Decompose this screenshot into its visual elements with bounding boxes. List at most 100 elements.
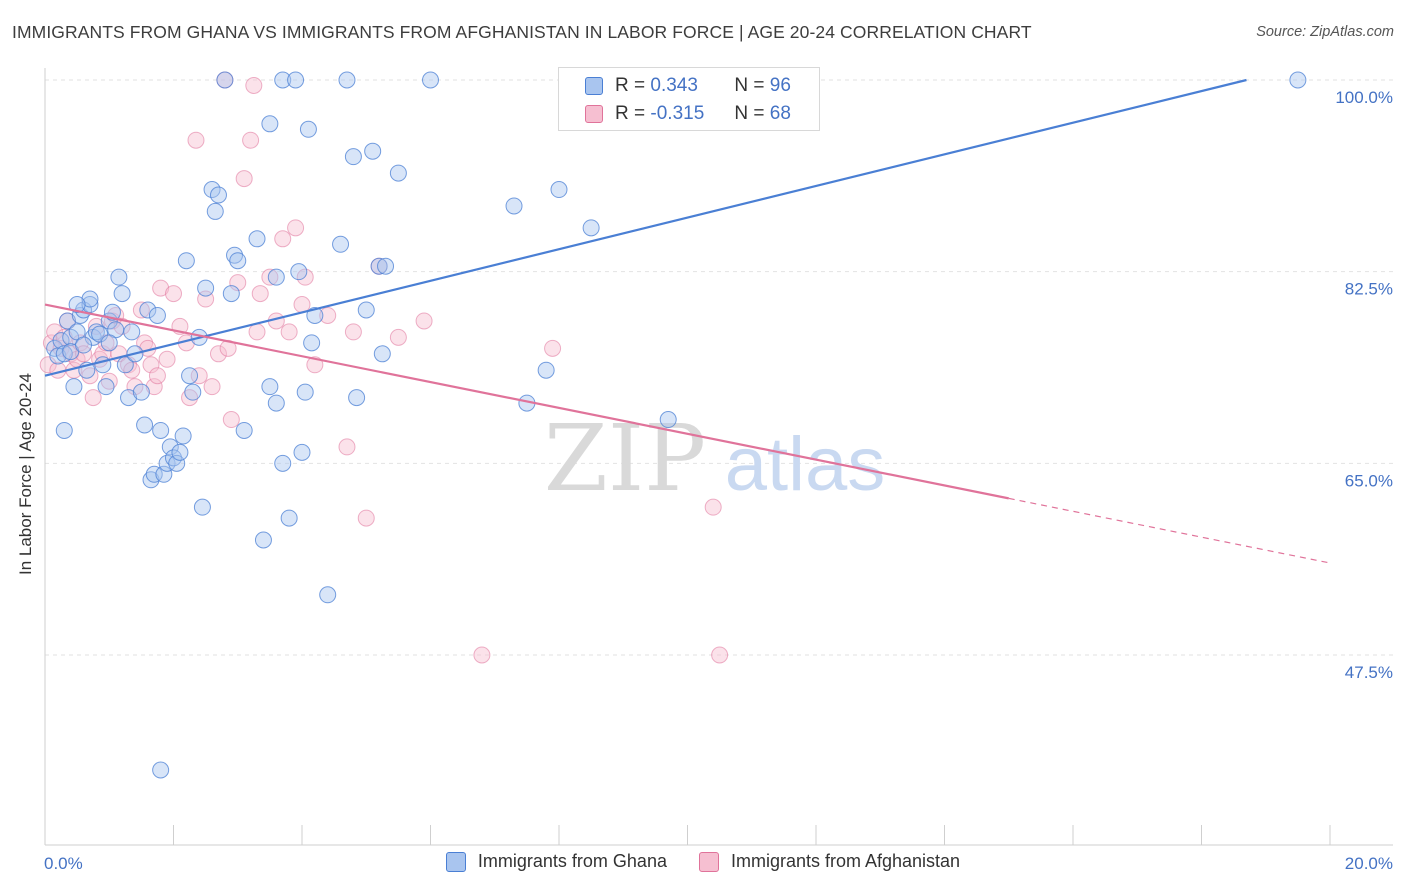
ghana-point	[290, 263, 308, 281]
afghanistan-point	[344, 323, 362, 341]
legend-row-afghanistan: R = -0.315 N = 68	[585, 101, 791, 127]
ghana-point	[370, 257, 388, 275]
afghanistan-point	[145, 378, 163, 396]
r-value: -0.315	[650, 103, 705, 124]
afghanistan-point	[165, 285, 182, 303]
ghana-point	[120, 389, 138, 407]
legend-item-ghana: Immigrants from Ghana	[445, 851, 667, 872]
ghana-point	[65, 378, 83, 396]
ghana-point	[319, 586, 337, 604]
afghanistan-point	[142, 356, 160, 374]
afghanistan-point	[190, 367, 208, 385]
r-label: R =	[615, 75, 646, 96]
ghana-point	[75, 336, 93, 354]
ghana-point	[148, 306, 166, 324]
afghanistan-point	[473, 646, 491, 664]
ghana-point	[123, 323, 141, 341]
ghana-point	[139, 301, 157, 319]
ghana-point	[226, 246, 244, 264]
afghanistan-point	[248, 323, 266, 341]
ghana-point	[287, 71, 305, 89]
ghana-point	[659, 411, 677, 429]
n-label: N =	[734, 75, 765, 96]
ghana-point	[296, 383, 314, 401]
source-label: Source: ZipAtlas.com	[1256, 24, 1394, 40]
ghana-legend-swatch	[445, 851, 466, 872]
ghana-point	[274, 454, 292, 472]
ghana-point	[197, 279, 215, 297]
legend-row-ghana: R = 0.343 N = 96	[585, 73, 791, 99]
afghanistan-point	[152, 279, 170, 297]
ghana-point	[55, 421, 73, 439]
afghanistan-point	[287, 219, 305, 237]
afghanistan-point	[84, 389, 102, 407]
ghana-point	[348, 389, 366, 407]
ghana-point	[184, 383, 202, 401]
afghanistan-legend-swatch	[698, 851, 719, 872]
ghana-point	[136, 416, 154, 434]
ghana-point	[229, 252, 247, 270]
n-label: N =	[734, 103, 765, 124]
afghanistan-point	[704, 498, 722, 516]
ghana-point	[58, 312, 76, 330]
ghana-point	[97, 378, 115, 396]
afghanistan-point	[209, 345, 227, 363]
ghana-point	[110, 268, 128, 286]
ghana-point	[177, 252, 195, 270]
tick-labels: 100.0% 82.5% 65.0% 47.5% 0.0% 20.0%	[44, 88, 1393, 873]
ghana-point	[550, 181, 568, 199]
ghana-point	[87, 323, 105, 341]
afghanistan-point	[100, 372, 118, 390]
afghanistan-point	[280, 323, 298, 341]
ghana-point	[274, 71, 292, 89]
ghana-point	[306, 306, 324, 324]
afghanistan-point	[158, 350, 176, 368]
afghanistan-point	[274, 230, 292, 248]
legend-label: Immigrants from Afghanistan	[730, 851, 961, 871]
ghana-point	[303, 334, 321, 352]
n-value: 96	[769, 75, 791, 96]
r-value: 0.343	[650, 75, 698, 96]
afghanistan-point	[242, 131, 260, 149]
chart-title: IMMIGRANTS FROM GHANA VS IMMIGRANTS FROM…	[12, 22, 1032, 42]
ghana-point	[52, 332, 70, 350]
ghana-point	[68, 296, 86, 314]
watermark-atlas: atlas	[725, 422, 886, 507]
ghana-points	[46, 71, 1307, 779]
ghana-point	[389, 164, 407, 182]
ghana-point	[267, 268, 285, 286]
ghana-point	[152, 421, 170, 439]
ghana-point	[91, 325, 109, 343]
r-label: R =	[615, 103, 646, 124]
afghanistan-point	[338, 438, 356, 456]
trend-lines	[44, 78, 1331, 564]
ghana-point	[338, 71, 356, 89]
afghanistan-point	[71, 334, 89, 352]
ghana-point	[145, 465, 163, 483]
ghana-point	[280, 509, 298, 527]
ghana-point	[206, 202, 224, 220]
ghana-point	[161, 438, 179, 456]
afghanistan-point	[132, 301, 150, 319]
afghanistan-swatch	[585, 105, 603, 123]
axes	[44, 68, 1393, 846]
ghana-point	[582, 219, 600, 237]
afghanistan-point	[187, 131, 205, 149]
ghana-point	[171, 443, 189, 461]
y-tick-label: 82.5%	[1345, 280, 1393, 299]
ghana-point	[373, 345, 391, 363]
ghana-point	[152, 761, 170, 779]
ghana-swatch	[585, 77, 603, 95]
y-axis-label: In Labor Force | Age 20-24	[16, 373, 35, 575]
afghanistan-point	[222, 411, 240, 429]
ghana-point	[216, 71, 234, 89]
ghana-point	[344, 148, 362, 166]
ghana-point	[1289, 71, 1307, 89]
afghanistan-trend-line	[44, 303, 1009, 500]
afghanistan-point	[711, 646, 729, 664]
ghana-point	[55, 345, 73, 363]
n-value: 68	[769, 103, 791, 124]
ghana-point	[505, 197, 523, 215]
x-tick-label-right: 20.0%	[1345, 854, 1393, 873]
ghana-point	[377, 257, 395, 275]
